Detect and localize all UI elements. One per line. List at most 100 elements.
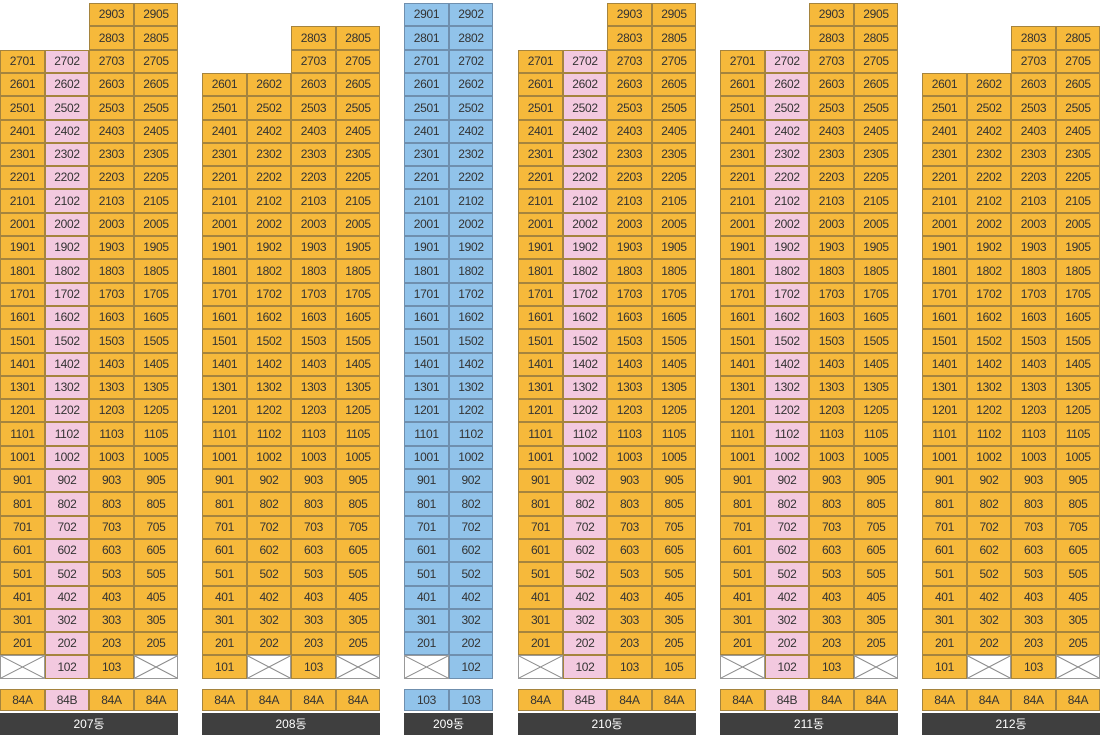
- unit-cell[interactable]: 1102: [247, 422, 291, 446]
- unit-cell[interactable]: 1403: [1011, 353, 1056, 376]
- unit-cell[interactable]: 1002: [45, 446, 89, 469]
- unit-cell[interactable]: 2403: [89, 120, 134, 143]
- unit-cell[interactable]: 1802: [247, 259, 291, 283]
- unit-cell[interactable]: 105: [652, 655, 696, 679]
- unit-cell[interactable]: 601: [404, 539, 449, 562]
- unit-cell[interactable]: 1702: [563, 283, 607, 306]
- unit-cell[interactable]: 2302: [45, 143, 89, 166]
- unit-cell[interactable]: 802: [765, 492, 809, 516]
- unit-cell[interactable]: 2701: [404, 50, 449, 73]
- unit-cell[interactable]: 1301: [720, 376, 765, 399]
- unit-cell[interactable]: 302: [247, 609, 291, 632]
- unit-cell[interactable]: 2301: [720, 143, 765, 166]
- unit-cell[interactable]: 2201: [202, 166, 247, 189]
- unit-cell[interactable]: 703: [89, 516, 134, 539]
- unit-cell[interactable]: 1305: [1056, 376, 1100, 399]
- unit-cell[interactable]: 302: [563, 609, 607, 632]
- unit-cell[interactable]: 1001: [720, 446, 765, 469]
- unit-cell[interactable]: 1305: [854, 376, 898, 399]
- unit-cell[interactable]: 301: [0, 609, 45, 632]
- unit-cell[interactable]: 1401: [404, 353, 449, 376]
- unit-cell[interactable]: 2005: [652, 213, 696, 236]
- unit-cell[interactable]: 1602: [247, 306, 291, 329]
- unit-cell[interactable]: 201: [0, 632, 45, 655]
- unit-cell[interactable]: 502: [247, 562, 291, 586]
- unit-cell[interactable]: 1703: [291, 283, 336, 306]
- unit-cell[interactable]: 101: [922, 655, 967, 679]
- unit-cell[interactable]: 902: [247, 469, 291, 492]
- unit-cell[interactable]: 2405: [854, 120, 898, 143]
- unit-cell[interactable]: 2401: [404, 120, 449, 143]
- unit-cell[interactable]: 2602: [247, 73, 291, 96]
- unit-cell[interactable]: 401: [720, 586, 765, 609]
- unit-cell[interactable]: 1601: [202, 306, 247, 329]
- unit-cell[interactable]: 402: [45, 586, 89, 609]
- unit-cell[interactable]: 1205: [336, 399, 380, 422]
- unit-cell[interactable]: 1801: [720, 259, 765, 283]
- unit-cell[interactable]: 602: [967, 539, 1011, 562]
- unit-cell[interactable]: 1802: [967, 259, 1011, 283]
- unit-cell[interactable]: 901: [518, 469, 563, 492]
- unit-cell[interactable]: 903: [291, 469, 336, 492]
- unit-cell[interactable]: 2705: [652, 50, 696, 73]
- unit-cell[interactable]: 2601: [202, 73, 247, 96]
- unit-cell[interactable]: 1901: [922, 236, 967, 259]
- unit-cell[interactable]: 103: [809, 655, 854, 679]
- unit-cell[interactable]: 1903: [1011, 236, 1056, 259]
- unit-cell[interactable]: 702: [45, 516, 89, 539]
- unit-cell[interactable]: 1505: [336, 329, 380, 353]
- unit-cell[interactable]: 2502: [45, 96, 89, 120]
- unit-cell[interactable]: 102: [765, 655, 809, 679]
- unit-cell[interactable]: 1803: [1011, 259, 1056, 283]
- unit-cell[interactable]: 2402: [45, 120, 89, 143]
- unit-cell[interactable]: 1302: [563, 376, 607, 399]
- unit-cell[interactable]: 2301: [404, 143, 449, 166]
- unit-cell[interactable]: 301: [922, 609, 967, 632]
- unit-cell[interactable]: 1302: [449, 376, 493, 399]
- unit-cell[interactable]: 2002: [449, 213, 493, 236]
- unit-cell[interactable]: 2901: [404, 3, 449, 26]
- unit-cell[interactable]: 1805: [336, 259, 380, 283]
- unit-cell[interactable]: 801: [922, 492, 967, 516]
- unit-cell[interactable]: 1002: [967, 446, 1011, 469]
- unit-cell[interactable]: 1202: [765, 399, 809, 422]
- unit-cell[interactable]: 2402: [563, 120, 607, 143]
- unit-cell[interactable]: 1003: [1011, 446, 1056, 469]
- unit-cell[interactable]: 1505: [1056, 329, 1100, 353]
- unit-cell[interactable]: 1903: [607, 236, 652, 259]
- unit-cell[interactable]: 1403: [809, 353, 854, 376]
- unit-cell[interactable]: 2205: [336, 166, 380, 189]
- unit-cell[interactable]: 2905: [854, 3, 898, 26]
- unit-cell[interactable]: 203: [809, 632, 854, 655]
- unit-cell[interactable]: 2105: [134, 189, 178, 213]
- unit-cell[interactable]: 2003: [1011, 213, 1056, 236]
- unit-cell[interactable]: 1702: [45, 283, 89, 306]
- unit-cell[interactable]: 2202: [967, 166, 1011, 189]
- unit-cell[interactable]: 1203: [607, 399, 652, 422]
- unit-cell[interactable]: 2503: [809, 96, 854, 120]
- unit-cell[interactable]: 2803: [1011, 26, 1056, 50]
- unit-cell[interactable]: 2003: [89, 213, 134, 236]
- unit-cell[interactable]: 2105: [652, 189, 696, 213]
- unit-cell[interactable]: 1501: [720, 329, 765, 353]
- unit-cell[interactable]: 103: [291, 655, 336, 679]
- unit-cell[interactable]: 102: [45, 655, 89, 679]
- unit-cell[interactable]: 2803: [291, 26, 336, 50]
- unit-cell[interactable]: 2602: [449, 73, 493, 96]
- unit-cell[interactable]: 2103: [809, 189, 854, 213]
- unit-cell[interactable]: 2402: [765, 120, 809, 143]
- unit-cell[interactable]: 2303: [809, 143, 854, 166]
- unit-cell[interactable]: 2302: [765, 143, 809, 166]
- unit-cell[interactable]: 1801: [0, 259, 45, 283]
- unit-cell[interactable]: 1201: [518, 399, 563, 422]
- unit-cell[interactable]: 2405: [336, 120, 380, 143]
- unit-cell[interactable]: 2703: [1011, 50, 1056, 73]
- unit-cell[interactable]: 1605: [336, 306, 380, 329]
- unit-cell[interactable]: 1801: [922, 259, 967, 283]
- unit-cell[interactable]: 2105: [1056, 189, 1100, 213]
- unit-cell[interactable]: 1802: [45, 259, 89, 283]
- unit-cell[interactable]: 1203: [809, 399, 854, 422]
- unit-cell[interactable]: 603: [607, 539, 652, 562]
- unit-cell[interactable]: 803: [607, 492, 652, 516]
- unit-cell[interactable]: 1301: [202, 376, 247, 399]
